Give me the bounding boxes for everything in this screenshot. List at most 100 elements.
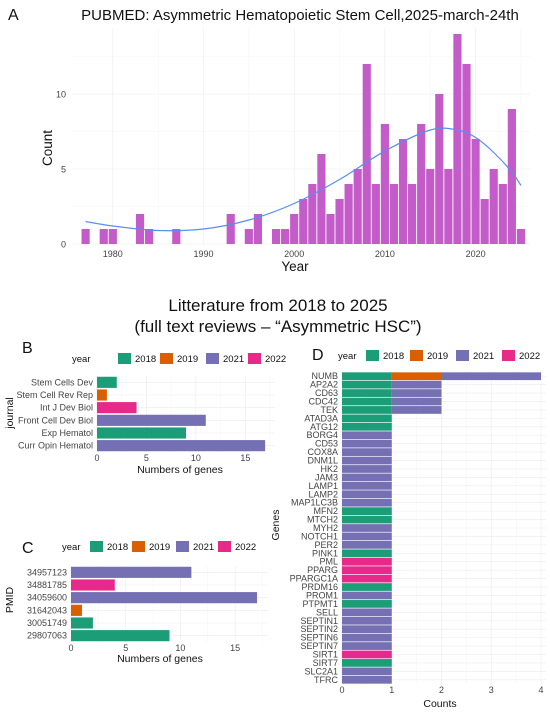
y-tick-label: Stem Cell Rev Rep [16, 390, 93, 400]
bar [326, 214, 335, 244]
y-tick-label: SIRT1 [313, 649, 338, 659]
legend-label-2019: 2019 [149, 542, 170, 553]
bar-segment [342, 372, 392, 381]
legend-label-2018: 2018 [135, 354, 156, 365]
bar [362, 64, 371, 244]
x-tick-label: 2010 [375, 249, 395, 259]
bar-segment [342, 448, 392, 456]
x-tick-label: 0 [94, 453, 99, 463]
y-tick-label: PPARG [307, 565, 338, 575]
legend-swatch-2018 [118, 353, 131, 364]
y-tick-label: Stem Cells Dev [31, 377, 94, 387]
bar-segment [342, 583, 392, 591]
y-tick-label: PPARGC1A [290, 574, 338, 584]
y-tick-label: 31642043 [27, 605, 67, 615]
bar-segment [391, 406, 442, 414]
bar-segment [342, 414, 392, 423]
chart-a-xlabel: Year [281, 259, 309, 274]
bar [444, 169, 453, 244]
x-tick-label: 1980 [103, 249, 123, 259]
smooth-line [85, 127, 522, 232]
bar [253, 214, 263, 244]
legend-swatch-2021 [176, 541, 189, 552]
bar-segment [342, 406, 392, 414]
y-tick-label: Curr Opin Hematol [18, 441, 93, 451]
chart-b-xlabel: Numbers of genes [137, 464, 223, 476]
y-tick-label: 5 [61, 165, 66, 175]
legend-label-2021: 2021 [223, 354, 244, 365]
chart-d: 0 1 2 3 4 NUMBAP2A2CD63CDC42TEKATAD3AATG12BOR… [290, 371, 546, 695]
bar [380, 124, 389, 244]
legend-swatch-2018 [366, 350, 379, 361]
y-tick-label: AP2A2 [310, 380, 338, 390]
bar [335, 199, 344, 244]
bar [71, 566, 192, 578]
bar-segment [342, 532, 392, 541]
y-tick-label: NUMB [312, 371, 339, 381]
bar [108, 229, 117, 244]
bar-segment [342, 422, 392, 431]
y-tick-label: COX8A [307, 447, 338, 457]
legend-swatch-2021 [206, 353, 219, 364]
bar-segment [342, 574, 392, 583]
y-tick-label: 34881785 [27, 580, 67, 590]
y-tick-label: SEPTIN1 [300, 616, 338, 626]
legend-label-2021: 2021 [193, 542, 214, 553]
legend-swatch-2022 [218, 541, 231, 552]
y-tick-label: SLC2A1 [304, 666, 338, 676]
panel-label-c: C [22, 540, 34, 557]
bar-segment [342, 456, 392, 465]
legend-d: year 2018 2019 2021 2022 [338, 350, 540, 362]
bar-segment [342, 490, 392, 499]
legend-b: year 2018 2019 2021 2022 [72, 353, 286, 365]
y-tick-label: Int J Dev Biol [40, 403, 93, 413]
bar [308, 184, 317, 244]
bar [480, 199, 489, 244]
bar-segment [342, 540, 392, 549]
x-tick-label: 10 [191, 453, 201, 463]
bar-segment [342, 515, 392, 524]
chart-c-xlabel: Numbers of genes [117, 653, 203, 665]
y-tick-label: DNM1L [307, 456, 338, 466]
legend-title: year [338, 351, 356, 362]
y-tick-label: BORG4 [306, 430, 338, 440]
legend-swatch-2022 [248, 353, 261, 364]
panel-label-a: A [8, 7, 19, 24]
bar [97, 389, 107, 401]
bar-segment [391, 372, 442, 381]
chart-d-xlabel: Counts [423, 698, 456, 710]
y-tick-label: 30051749 [27, 618, 67, 628]
y-tick-label: SELL [316, 607, 338, 617]
bar-segment [342, 625, 392, 634]
y-tick-label: PINK1 [312, 548, 338, 558]
chart-a-ylabel: Count [40, 130, 55, 166]
legend-swatch-2022 [502, 350, 515, 361]
legend-label-2022: 2022 [265, 354, 286, 365]
bar-segment [342, 473, 392, 482]
bar-segment [342, 591, 392, 600]
legend-swatch-2019 [132, 541, 145, 552]
y-tick-label: PROM1 [306, 590, 338, 600]
x-tick-label: 3 [489, 685, 494, 695]
bar [99, 229, 108, 244]
bar-segment [342, 431, 392, 440]
y-tick-label: PER2 [314, 540, 338, 550]
chart-c: 0 5 10 15 34957123 34881785 34059600 31642043 30… [27, 566, 268, 653]
bar [516, 229, 526, 244]
y-tick-label: HK2 [320, 464, 338, 474]
y-tick-label: 29807063 [27, 631, 67, 641]
bar [299, 199, 308, 244]
legend-label-2019: 2019 [427, 351, 448, 362]
y-tick-label: PML [319, 557, 338, 567]
bar-segment [342, 481, 392, 490]
bar [435, 94, 444, 244]
bar [290, 214, 299, 244]
bar [426, 169, 435, 244]
y-tick-label: CDC42 [308, 397, 338, 407]
legend-title: year [62, 542, 80, 553]
bar-segment [342, 380, 392, 389]
legend-label-2018: 2018 [107, 542, 128, 553]
bar [462, 64, 471, 244]
bar [389, 184, 399, 244]
